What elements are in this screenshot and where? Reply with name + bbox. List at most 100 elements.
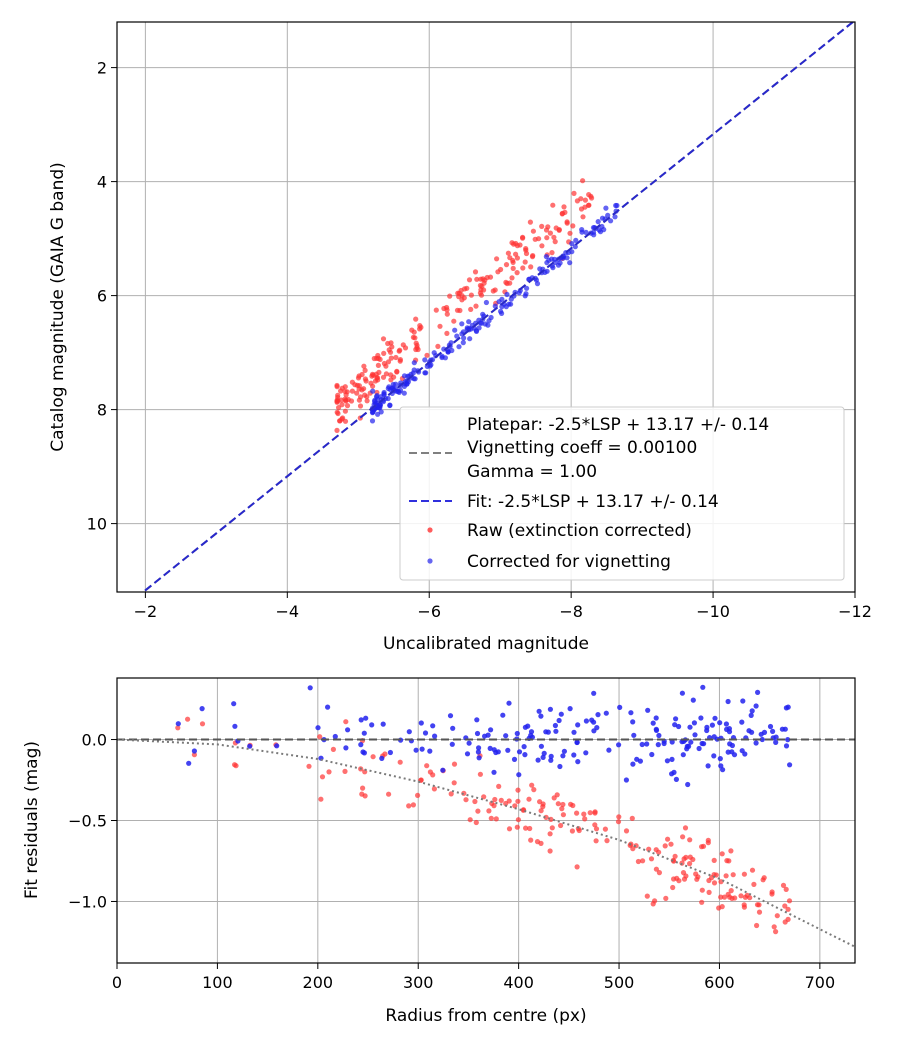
raw-residual-point — [774, 913, 780, 919]
corrected-residual-point — [655, 742, 661, 748]
raw-residual-point — [529, 782, 535, 788]
corrected-residual-point — [645, 707, 651, 713]
raw-residual-point — [560, 801, 566, 808]
raw-residual-point — [448, 791, 454, 797]
raw-residual-point — [330, 746, 336, 753]
raw-residual-point — [786, 898, 793, 904]
raw-point — [528, 264, 534, 270]
raw-residual-point — [477, 771, 483, 777]
corrected-residual-point — [548, 757, 554, 763]
raw-point — [361, 386, 367, 392]
raw-residual-point — [493, 816, 499, 822]
top-axes-frame — [116, 21, 856, 593]
raw-residual-point — [719, 904, 725, 910]
raw-residual-point — [496, 783, 502, 790]
raw-point — [343, 392, 349, 398]
raw-residual-point — [486, 808, 492, 814]
raw-point — [530, 228, 537, 234]
corrected-residual-point — [770, 728, 776, 735]
corrected-residual-point — [505, 747, 511, 753]
corrected-point — [583, 229, 589, 235]
raw-point — [586, 192, 592, 198]
corrected-residual-point — [679, 690, 686, 696]
raw-residual-point — [719, 851, 725, 857]
corrected-residual-point — [369, 722, 375, 728]
corrected-point — [591, 232, 597, 238]
raw-residual-point — [721, 894, 728, 900]
raw-residual-point — [581, 811, 587, 817]
raw-residual-point — [451, 761, 458, 767]
corrected-residual-point — [692, 732, 698, 738]
corrected-residual-point — [740, 698, 746, 704]
raw-point — [435, 343, 441, 349]
raw-residual-point — [730, 872, 736, 878]
raw-point — [385, 340, 391, 347]
raw-residual-point — [319, 774, 326, 780]
raw-residual-point — [569, 828, 576, 834]
raw-residual-point — [749, 867, 756, 873]
raw-point — [413, 340, 419, 346]
raw-point — [459, 297, 465, 303]
corrected-point — [496, 299, 502, 305]
raw-residual-point — [491, 803, 497, 809]
corrected-point — [473, 328, 479, 334]
raw-residual-point — [711, 857, 717, 864]
corrected-residual-point — [717, 720, 723, 726]
corrected-point — [543, 254, 550, 260]
raw-point — [468, 292, 474, 298]
raw-residual-point — [537, 799, 543, 805]
corrected-residual-point — [474, 730, 481, 737]
corrected-point — [460, 340, 466, 346]
bottom-x-tick-label: 700 — [805, 973, 836, 992]
corrected-residual-point — [785, 737, 791, 743]
corrected-point — [422, 357, 428, 363]
top-y-tick-label: 2 — [97, 59, 107, 78]
corrected-residual-point — [552, 722, 559, 729]
raw-residual-point — [705, 837, 711, 843]
legend-label: Vignetting coeff = 0.00100 — [467, 438, 697, 458]
corrected-residual-point — [522, 752, 528, 758]
corrected-residual-point — [387, 749, 393, 756]
raw-residual-point — [694, 876, 700, 882]
raw-residual-point — [397, 759, 403, 765]
raw-point — [349, 379, 355, 385]
corrected-residual-point — [406, 729, 412, 735]
corrected-residual-point — [673, 776, 680, 783]
corrected-point — [374, 393, 380, 399]
bottom-x-tick-label: 0 — [112, 973, 122, 992]
raw-point — [402, 345, 409, 351]
top-y-tick-label: 8 — [97, 401, 107, 420]
corrected-point — [555, 262, 562, 268]
legend-dot-marker — [427, 558, 433, 564]
raw-point — [411, 329, 417, 335]
raw-residual-point — [430, 772, 436, 778]
raw-point — [466, 277, 473, 283]
raw-residual-point — [672, 853, 678, 859]
top-x-tick-label: −10 — [696, 602, 730, 621]
raw-residual-point — [406, 803, 412, 809]
raw-residual-point — [771, 924, 777, 930]
corrected-residual-point — [419, 746, 425, 752]
corrected-residual-point — [656, 732, 662, 739]
corrected-residual-point — [616, 742, 622, 748]
raw-point — [551, 234, 557, 240]
corrected-residual-point — [553, 728, 559, 734]
top-y-tick-label: 10 — [87, 515, 107, 534]
corrected-residual-point — [591, 728, 597, 734]
raw-point — [413, 316, 419, 322]
top-y-tick-label: 6 — [97, 287, 107, 306]
raw-residual-point — [741, 904, 748, 910]
corrected-residual-point — [575, 759, 581, 765]
raw-residual-point — [543, 814, 549, 821]
raw-residual-point — [699, 887, 705, 893]
corrected-point — [567, 260, 573, 266]
raw-point — [371, 355, 377, 362]
corrected-residual-point — [583, 718, 590, 724]
raw-point — [458, 287, 464, 294]
corrected-point — [601, 227, 607, 233]
raw-point — [385, 359, 392, 365]
raw-point — [356, 397, 362, 403]
corrected-residual-point — [606, 747, 612, 753]
raw-point — [580, 214, 586, 220]
corrected-residual-point — [538, 713, 544, 719]
